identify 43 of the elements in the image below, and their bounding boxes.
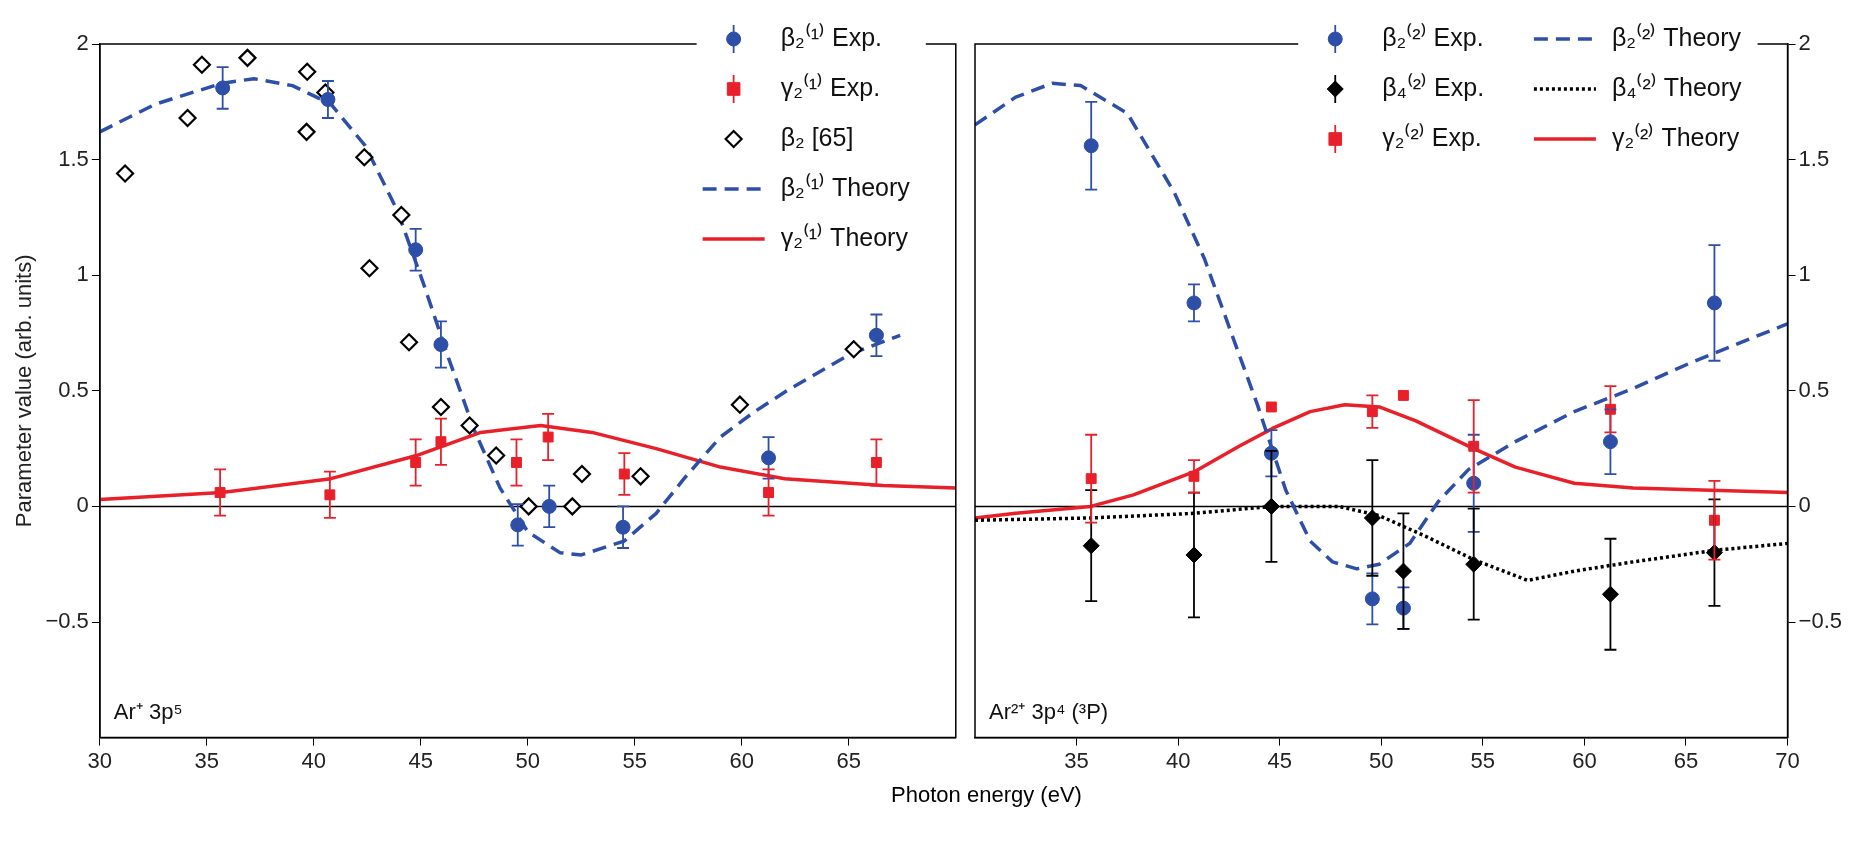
x-tick-label: 50 — [515, 747, 541, 773]
x-tick-label: 35 — [194, 747, 220, 773]
y2-tick-label: 1.5 — [1798, 145, 1830, 171]
legend-label: β₄⁽²⁾ Exp. — [1382, 72, 1485, 101]
y2-tick-label: 2 — [1798, 30, 1811, 56]
y-tick-label: −0.5 — [45, 608, 89, 634]
y2-tick-label: 1 — [1798, 261, 1811, 287]
legend-label: β₄⁽²⁾ Theory — [1611, 72, 1743, 101]
legend-label: β₂⁽²⁾ Exp. — [1382, 22, 1484, 51]
y-tick-label: 1.5 — [58, 145, 89, 171]
x-tick-label: 65 — [836, 747, 862, 773]
legend-label: β₂⁽²⁾ Theory — [1611, 22, 1742, 51]
y-tick-label: 2 — [76, 30, 89, 56]
x-tick-label: 35 — [1064, 747, 1089, 773]
legend-label: γ₂⁽¹⁾ Exp. — [780, 72, 881, 101]
legend-label: γ₂⁽²⁾ Theory — [1611, 122, 1740, 151]
legend-label: γ₂⁽¹⁾ Theory — [780, 222, 909, 251]
x-tick-label: 60 — [1572, 747, 1597, 773]
y-axis-title: Parameter value (arb. units) — [11, 254, 37, 528]
x-tick-label: 45 — [408, 747, 434, 773]
y2-tick-label: 0.5 — [1798, 376, 1830, 402]
annotation: Ar⁺ 3p⁵ — [113, 698, 183, 724]
legend-label: β₂ [65] — [780, 122, 854, 151]
x-tick-label: 50 — [1369, 747, 1394, 773]
y2-tick-label: −0.5 — [1798, 608, 1843, 634]
x-tick-label: 40 — [301, 747, 327, 773]
y-tick-label: 0 — [76, 492, 89, 518]
x-tick-label: 40 — [1165, 747, 1191, 773]
x-tick-label: 45 — [1267, 747, 1292, 773]
legend-label: β₂⁽¹⁾ Theory — [780, 172, 911, 201]
y-tick-label: 1 — [76, 261, 89, 287]
legend-label: γ₂⁽²⁾ Exp. — [1382, 122, 1482, 151]
x-tick-label: 30 — [87, 747, 113, 773]
legend-label: β₂⁽¹⁾ Exp. — [780, 22, 883, 51]
y2-tick-label: 0 — [1798, 492, 1811, 518]
x-axis-title: Photon energy (eV) — [890, 782, 1083, 808]
x-tick-label: 70 — [1775, 747, 1800, 773]
y-tick-label: 0.5 — [58, 376, 89, 402]
x-tick-label: 55 — [622, 747, 648, 773]
x-tick-label: 65 — [1673, 747, 1699, 773]
annotation: Ar²⁺ 3p⁴ (³P) — [989, 698, 1109, 724]
x-tick-label: 55 — [1470, 747, 1496, 773]
x-tick-label: 60 — [729, 747, 755, 773]
